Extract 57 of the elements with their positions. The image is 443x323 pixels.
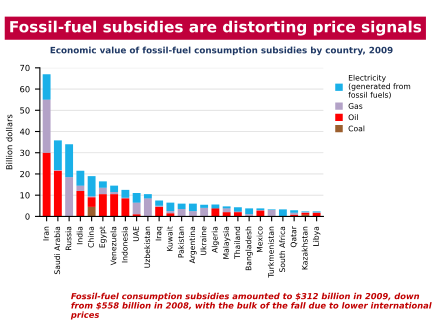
bar <box>166 202 174 212</box>
bar <box>98 194 107 216</box>
bar <box>234 207 242 212</box>
y-axis-title: Billion dollars <box>6 114 12 170</box>
bar <box>211 204 220 208</box>
bar <box>110 194 118 216</box>
bar <box>132 202 141 214</box>
bar <box>144 198 152 216</box>
bar <box>76 186 84 191</box>
bar <box>65 144 74 178</box>
bar <box>178 204 186 209</box>
bar <box>144 194 152 198</box>
bar <box>110 186 118 192</box>
y-tick-label: 40 <box>20 128 30 135</box>
y-tick-label: 70 <box>20 64 30 72</box>
y-tick-label: 10 <box>20 192 30 198</box>
y-tick-label: 0 <box>25 213 30 220</box>
bar <box>188 211 197 216</box>
bar <box>54 170 62 216</box>
bar <box>42 152 51 216</box>
bar <box>121 198 130 216</box>
bar <box>222 208 231 212</box>
bar <box>65 177 74 216</box>
y-tick-label: 50 <box>20 107 30 114</box>
bar <box>88 176 96 196</box>
bar <box>200 208 208 216</box>
bar <box>166 213 174 216</box>
bar <box>98 181 107 188</box>
bar <box>234 212 242 216</box>
y-tick-label: 20 <box>20 170 30 178</box>
text: Fossil-fuel consumption subsidies amounted to $312 billion in 2009, down from $558 billion in 2008, with the bulk of the fall due to lower international prices <box>70 292 432 320</box>
bar <box>268 210 276 216</box>
bar <box>278 209 287 216</box>
bar <box>42 74 51 100</box>
y-tick-label: 30 <box>20 150 30 156</box>
bar <box>188 204 197 212</box>
bar <box>88 197 96 207</box>
bar <box>178 208 186 216</box>
bar <box>88 206 96 216</box>
bar <box>132 193 141 203</box>
bar <box>155 206 164 216</box>
bar <box>155 200 164 206</box>
chart-subtitle: Economic value of fossil-fuel consumption subsidies by country, 2009 <box>50 46 393 56</box>
bar <box>121 190 130 198</box>
bar <box>245 208 254 214</box>
bar <box>200 204 208 208</box>
bar <box>76 170 84 186</box>
bar <box>256 210 264 216</box>
bar <box>211 208 220 216</box>
bar <box>222 212 231 216</box>
bar <box>76 190 84 216</box>
bar <box>98 188 107 194</box>
chart-title: Fossil-fuel subsidies are distorting price signals <box>10 20 422 36</box>
bar <box>290 210 298 213</box>
bar <box>54 140 62 170</box>
y-tick-label: 60 <box>20 86 30 92</box>
bar <box>42 100 51 153</box>
